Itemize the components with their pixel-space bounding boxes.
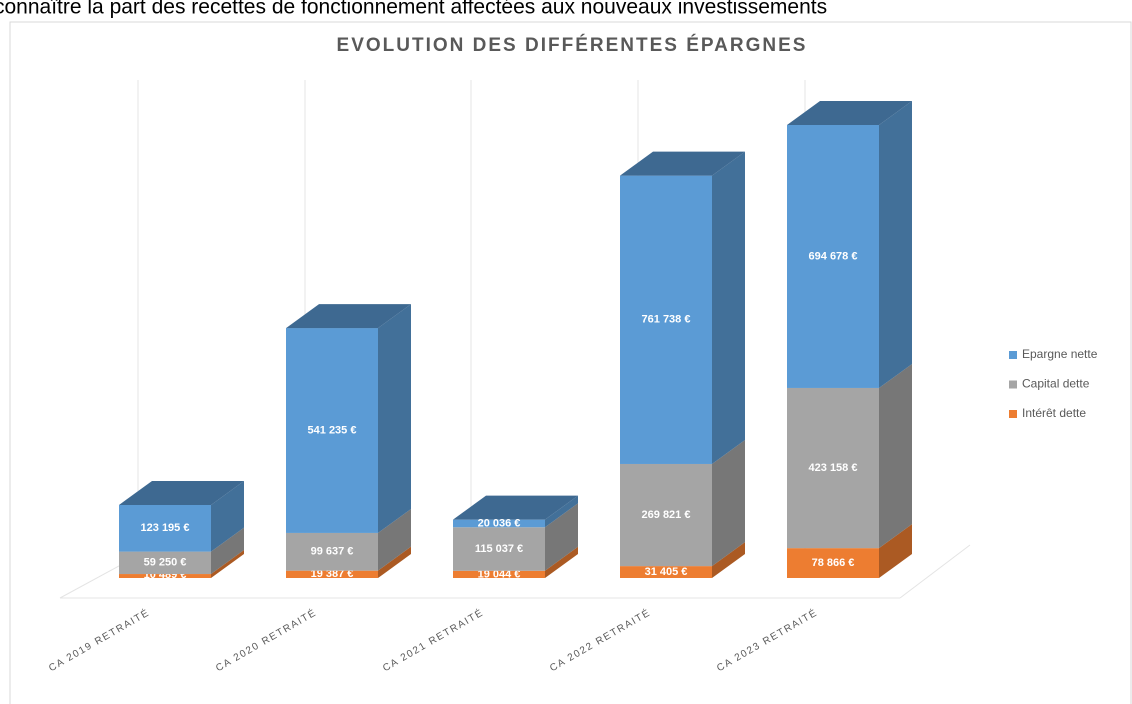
bar-top	[119, 480, 244, 505]
bar-side	[545, 495, 578, 528]
data-label: 694 678 €	[809, 250, 858, 262]
data-label: 541 235 €	[308, 424, 357, 436]
bar-side	[879, 524, 912, 578]
bar-side	[545, 546, 578, 578]
bar-side	[378, 304, 411, 533]
bar-top	[787, 101, 912, 125]
data-label: 269 821 €	[642, 509, 691, 521]
floor-line	[899, 544, 971, 599]
legend-label: Intérêt dette	[1022, 406, 1086, 420]
bar-segment	[286, 532, 378, 571]
data-label: 761 738 €	[642, 314, 691, 326]
bar-side	[211, 480, 244, 552]
data-label: 123 195 €	[141, 522, 190, 534]
bar-segment	[620, 175, 712, 464]
data-label: 99 637 €	[311, 546, 354, 558]
legend-swatch	[1009, 410, 1017, 418]
legend-swatch	[1009, 351, 1017, 359]
data-label: 31 405 €	[645, 566, 688, 578]
bar-side	[211, 527, 244, 575]
bar-side	[378, 508, 411, 571]
bar-segment	[787, 125, 879, 388]
bar-segment	[453, 527, 545, 571]
bar-segment	[787, 548, 879, 578]
legend-swatch	[1009, 380, 1017, 389]
data-label: 19 387 €	[311, 568, 354, 580]
data-label: 20 036 €	[478, 517, 521, 529]
legend-label: Epargne nette	[1022, 347, 1098, 361]
bar-segment	[119, 574, 211, 578]
floor-line	[59, 559, 131, 599]
chart-title: EVOLUTION DES DIFFÉRENTES ÉPARGNES	[337, 34, 808, 56]
bar-segment	[453, 519, 545, 528]
bar-segment	[453, 570, 545, 578]
chart-frame	[9, 21, 1132, 704]
bar-segment	[787, 387, 879, 549]
data-label: 59 250 €	[144, 557, 187, 569]
bar-segment	[119, 551, 211, 575]
bar-side	[712, 542, 745, 578]
data-label: 78 866 €	[812, 557, 855, 569]
bar-side	[879, 101, 912, 388]
bar-segment	[119, 504, 211, 552]
bar-side	[378, 546, 411, 578]
bar-side	[211, 550, 244, 578]
bar-side	[712, 151, 745, 464]
bar-side	[879, 363, 912, 549]
bar-side	[712, 439, 745, 567]
bar-segment	[286, 570, 378, 578]
bar-top	[620, 151, 745, 176]
bar-segment	[620, 566, 712, 578]
bar-segment	[620, 463, 712, 567]
bar-top	[286, 304, 411, 329]
header-text: connaître la part des recettes de foncti…	[0, 0, 827, 19]
bar-segment	[286, 328, 378, 533]
bar-side	[545, 503, 578, 571]
data-label: 423 158 €	[809, 462, 858, 474]
data-label: 19 044 €	[478, 568, 521, 580]
bar-top	[453, 495, 578, 520]
legend-label: Capital dette	[1022, 377, 1090, 391]
data-label: 115 037 €	[475, 543, 523, 555]
